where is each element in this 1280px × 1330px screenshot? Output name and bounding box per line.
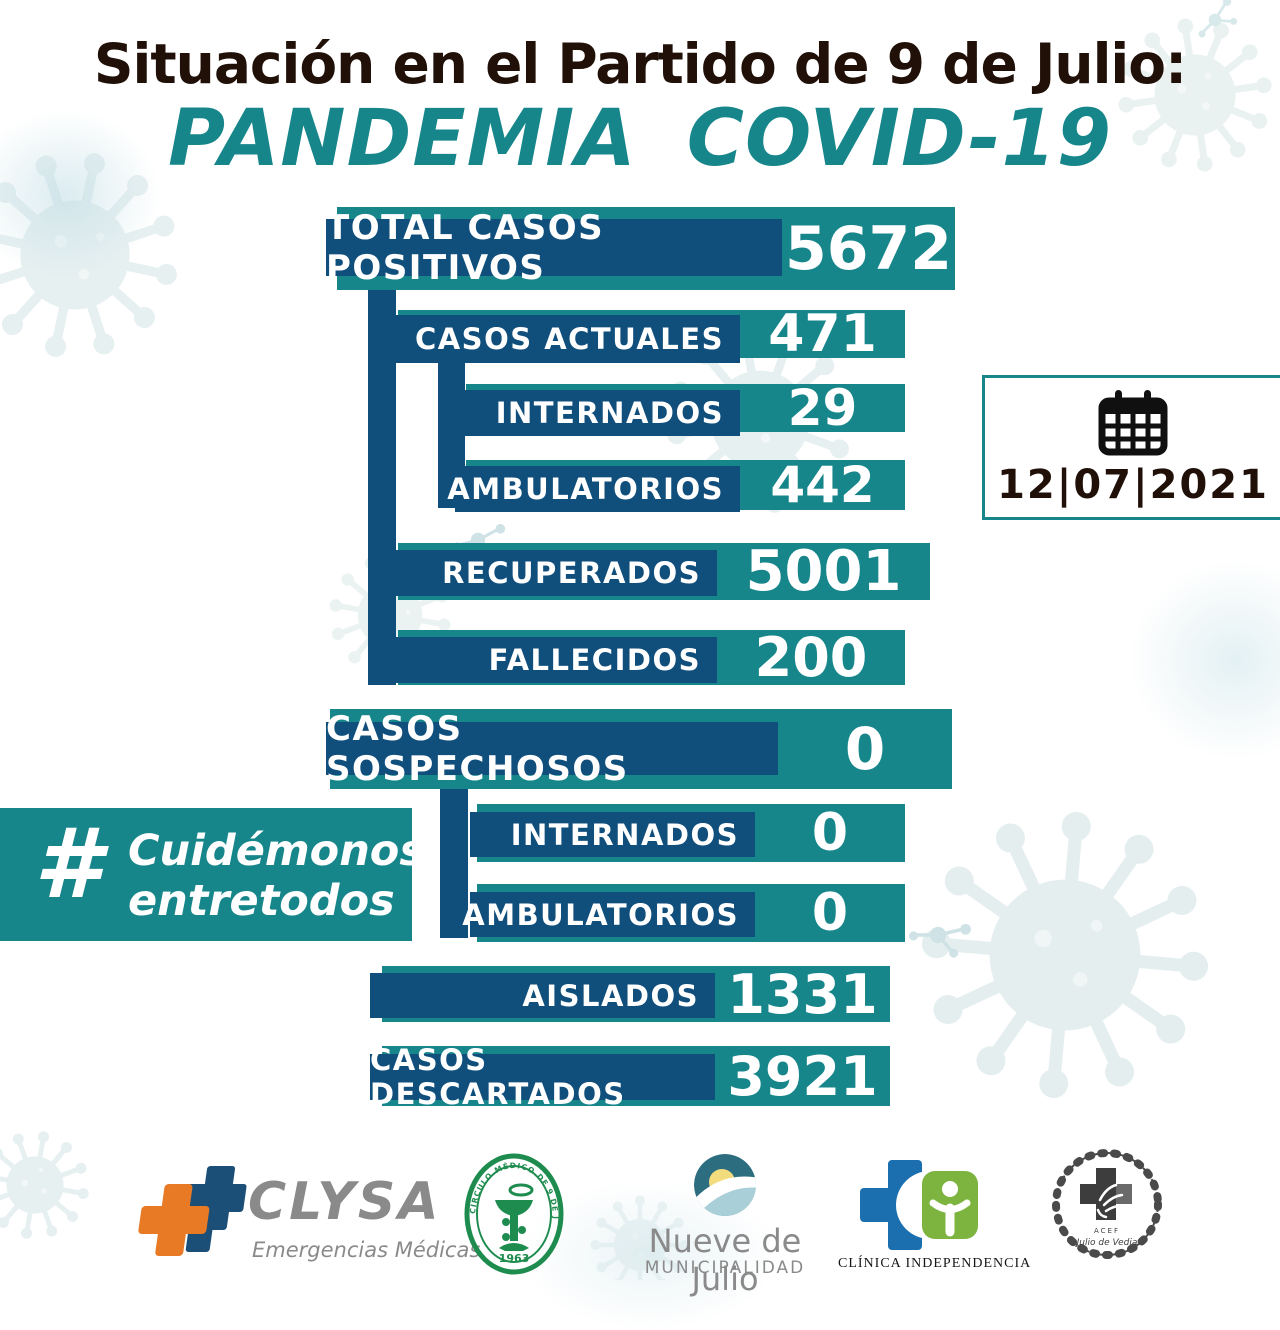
stat-label: CASOS ACTUALES bbox=[414, 322, 724, 356]
clysa-logo-crosses bbox=[138, 1166, 247, 1256]
stat-value: 0 bbox=[811, 883, 849, 943]
hashtag-symbol: # bbox=[34, 808, 101, 920]
stat-row-fallecidos: FALLECIDOS 200 bbox=[382, 626, 905, 689]
stat-value: 0 bbox=[811, 803, 849, 863]
stat-value: 3921 bbox=[727, 1044, 878, 1108]
stat-label-box: FALLECIDOS bbox=[382, 637, 717, 683]
stat-value: 29 bbox=[787, 379, 858, 437]
stat-label: AISLADOS bbox=[522, 978, 699, 1013]
stat-label-box: CASOS ACTUALES bbox=[382, 315, 740, 363]
stat-label-box: INTERNADOS bbox=[470, 812, 755, 857]
stat-row-ambulatorios: AMBULATORIOS 442 bbox=[447, 456, 905, 514]
stat-label: FALLECIDOS bbox=[488, 643, 701, 677]
background-blob bbox=[0, 110, 160, 280]
stamp-text-name: Julio de Vedia bbox=[1075, 1238, 1138, 1248]
hospital-stamp-logo: ACEF Julio de Vedia bbox=[1052, 1149, 1162, 1259]
stat-label-box: AMBULATORIOS bbox=[462, 892, 755, 937]
stamp-text-top: ACEF bbox=[1094, 1227, 1120, 1235]
stat-label-box: RECUPERADOS bbox=[382, 550, 717, 596]
stat-value: 5672 bbox=[785, 213, 952, 284]
stat-label-box: AMBULATORIOS bbox=[447, 466, 740, 512]
page-title: Situación en el Partido de 9 de Julio: bbox=[93, 32, 1187, 96]
stat-label: AMBULATORIOS bbox=[447, 472, 724, 506]
stat-label: CASOS DESCARTADOS bbox=[370, 1043, 626, 1111]
report-date-box: 12|07|2021 bbox=[982, 375, 1280, 520]
hashtag-banner: # Cuidémonos entretodos bbox=[0, 808, 425, 941]
stat-label-box: AISLADOS bbox=[370, 973, 715, 1018]
stat-row-casos-descartados: CASOS DESCARTADOS 3921 bbox=[370, 1043, 890, 1111]
stat-label-box: INTERNADOS bbox=[455, 390, 740, 436]
clinica-independencia-logo bbox=[860, 1160, 978, 1250]
stat-label: INTERNADOS bbox=[495, 396, 724, 430]
stat-row-internados-sospechosos: INTERNADOS 0 bbox=[470, 803, 905, 863]
stat-label: RECUPERADOS bbox=[442, 556, 701, 590]
stat-value: 200 bbox=[754, 626, 868, 689]
clinica-independencia-name: CLÍNICA INDEPENDENCIA bbox=[838, 1256, 1032, 1271]
stat-label: CASOS SOSPECHOSOS bbox=[326, 708, 629, 789]
hashtag-line1: Cuidémonos bbox=[128, 826, 425, 876]
nueve-de-julio-logo bbox=[694, 1154, 756, 1216]
page-subtitle: PANDEMIA COVID-19 bbox=[167, 94, 1113, 184]
stat-value: 442 bbox=[770, 456, 875, 514]
circulo-medico-year: 1963 bbox=[499, 1252, 530, 1265]
stat-row-ambulatorios-sospechosos: AMBULATORIOS 0 bbox=[462, 883, 905, 943]
stat-row-total-casos-positivos: TOTAL CASOS POSITIVOS 5672 bbox=[326, 207, 955, 290]
stat-row-recuperados: RECUPERADOS 5001 bbox=[382, 539, 930, 604]
stat-label: TOTAL CASOS POSITIVOS bbox=[326, 207, 605, 288]
clysa-logo-text: CLYSA bbox=[248, 1172, 442, 1232]
stat-label-box: TOTAL CASOS POSITIVOS bbox=[326, 208, 782, 288]
stat-value: 5001 bbox=[745, 539, 902, 604]
stat-value: 1331 bbox=[727, 962, 878, 1026]
stat-row-casos-actuales: CASOS ACTUALES 471 bbox=[382, 304, 905, 364]
stat-row-aislados: AISLADOS 1331 bbox=[370, 962, 890, 1026]
clysa-tagline: Emergencias Médicas bbox=[252, 1238, 481, 1262]
stat-row-casos-sospechosos: CASOS SOSPECHOSOS 0 bbox=[326, 709, 952, 789]
nueve-de-julio-subtitle: MUNICIPALIDAD bbox=[644, 1258, 806, 1278]
hashtag-line2: entretodos bbox=[128, 876, 395, 926]
connector-line-sospechosos bbox=[440, 772, 468, 938]
stat-row-internados: INTERNADOS 29 bbox=[455, 379, 905, 437]
circulo-medico-logo: CÍRCULO MÉDICO DE 9 DE JULIO 1963 bbox=[463, 1152, 564, 1275]
stat-value: 0 bbox=[844, 715, 886, 783]
stat-value: 471 bbox=[768, 304, 877, 364]
report-date: 12|07|2021 bbox=[997, 461, 1269, 508]
stat-label-box: CASOS SOSPECHOSOS bbox=[326, 709, 778, 789]
stat-label: AMBULATORIOS bbox=[462, 897, 739, 932]
stat-label: INTERNADOS bbox=[510, 817, 739, 852]
calendar-icon bbox=[1098, 389, 1168, 455]
stat-label-box: CASOS DESCARTADOS bbox=[370, 1043, 715, 1111]
